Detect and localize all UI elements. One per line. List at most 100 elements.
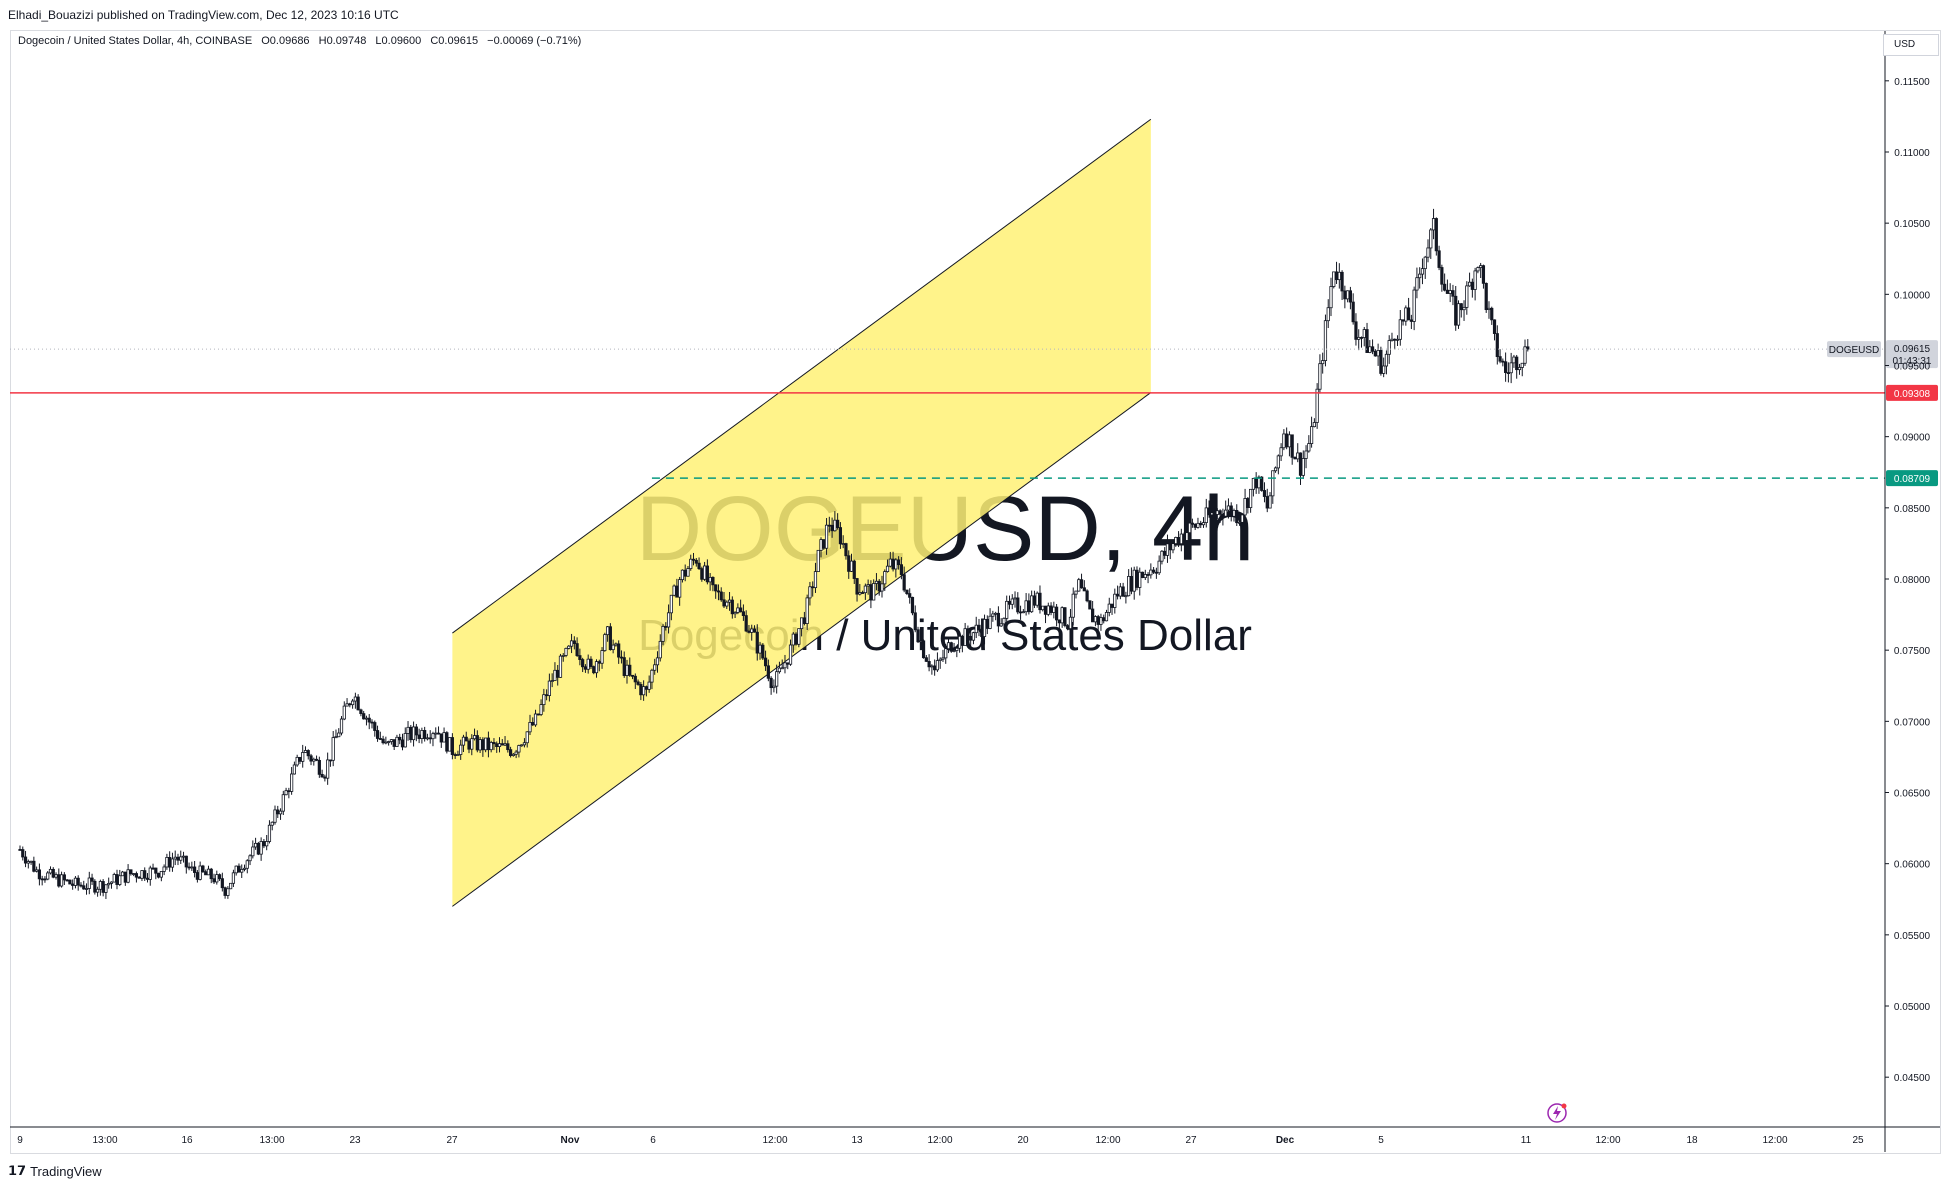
candle-body[interactable] xyxy=(944,648,948,659)
candle-body[interactable] xyxy=(389,739,394,742)
candle-body[interactable] xyxy=(1077,579,1081,592)
candle-body[interactable] xyxy=(1312,422,1316,428)
candle-body[interactable] xyxy=(495,743,499,747)
candle-body[interactable] xyxy=(1249,488,1253,509)
candle-body[interactable] xyxy=(1163,550,1167,556)
candle-body[interactable] xyxy=(1268,495,1272,509)
candle-body[interactable] xyxy=(988,615,992,629)
candle-body[interactable] xyxy=(231,872,236,884)
candle-body[interactable] xyxy=(741,611,746,616)
candle-body[interactable] xyxy=(467,740,471,750)
candle-body[interactable] xyxy=(129,869,133,875)
candle-body[interactable] xyxy=(1138,571,1142,588)
candle-body[interactable] xyxy=(1190,522,1195,525)
candle-body[interactable] xyxy=(980,628,984,637)
candle-body[interactable] xyxy=(273,809,277,823)
candle-body[interactable] xyxy=(1246,498,1250,509)
candle-body[interactable] xyxy=(123,871,127,883)
candle-body[interactable] xyxy=(1504,361,1508,373)
candle-body[interactable] xyxy=(1492,319,1497,334)
candle-body[interactable] xyxy=(1290,434,1294,458)
candle-body[interactable] xyxy=(628,664,632,676)
candle-body[interactable] xyxy=(1168,543,1172,551)
candle-body[interactable] xyxy=(531,721,535,726)
candle-body[interactable] xyxy=(994,612,998,615)
candle-body[interactable] xyxy=(414,726,418,736)
candle-body[interactable] xyxy=(226,888,230,896)
candle-body[interactable] xyxy=(93,880,97,893)
candle-body[interactable] xyxy=(736,607,740,613)
candle-body[interactable] xyxy=(1307,443,1311,452)
candle-body[interactable] xyxy=(1113,593,1117,608)
candle-body[interactable] xyxy=(1212,512,1217,515)
candle-body[interactable] xyxy=(98,881,102,890)
candle-body[interactable] xyxy=(1071,593,1075,618)
candle-body[interactable] xyxy=(431,733,435,740)
candle-body[interactable] xyxy=(1368,346,1372,353)
candle-body[interactable] xyxy=(952,650,956,652)
candle-body[interactable] xyxy=(1235,510,1239,524)
candle-body[interactable] xyxy=(434,732,438,735)
candle-body[interactable] xyxy=(1013,597,1017,600)
candle-body[interactable] xyxy=(550,680,554,682)
candle-body[interactable] xyxy=(1517,367,1522,371)
candle-body[interactable] xyxy=(1398,319,1402,340)
candle-body[interactable] xyxy=(860,592,865,594)
candle-body[interactable] xyxy=(714,584,718,592)
candle-body[interactable] xyxy=(1204,507,1208,523)
candle-body[interactable] xyxy=(1007,600,1012,605)
candle-body[interactable] xyxy=(991,613,995,617)
candle-body[interactable] xyxy=(1182,533,1186,541)
candle-body[interactable] xyxy=(1215,510,1219,515)
candle-body[interactable] xyxy=(1448,290,1452,294)
candle-body[interactable] xyxy=(985,618,989,629)
candle-body[interactable] xyxy=(666,612,671,628)
candle-body[interactable] xyxy=(359,709,363,714)
candle-body[interactable] xyxy=(763,657,768,667)
candle-body[interactable] xyxy=(924,657,928,662)
symbol-legend[interactable]: Dogecoin / United States Dollar, 4h, COI… xyxy=(18,35,581,47)
candle-body[interactable] xyxy=(253,842,258,848)
candle-body[interactable] xyxy=(345,703,349,707)
candle-body[interactable] xyxy=(237,865,241,873)
candle-body[interactable] xyxy=(1152,569,1156,573)
candle-body[interactable] xyxy=(780,667,784,670)
candle-body[interactable] xyxy=(301,752,305,762)
candle-body[interactable] xyxy=(1188,522,1192,534)
candle-body[interactable] xyxy=(217,874,222,880)
candle-body[interactable] xyxy=(411,726,416,741)
candle-body[interactable] xyxy=(1512,356,1516,364)
candle-body[interactable] xyxy=(908,593,912,598)
candle-body[interactable] xyxy=(800,617,804,630)
candle-body[interactable] xyxy=(1110,603,1114,608)
candle-body[interactable] xyxy=(872,583,876,601)
candle-body[interactable] xyxy=(611,644,615,651)
candle-body[interactable] xyxy=(938,658,942,661)
candle-body[interactable] xyxy=(1104,612,1109,622)
candle-body[interactable] xyxy=(464,736,468,742)
candle-body[interactable] xyxy=(1121,586,1125,597)
candle-body[interactable] xyxy=(387,741,391,743)
candle-body[interactable] xyxy=(727,599,732,603)
candle-body[interactable] xyxy=(362,713,366,720)
candle-body[interactable] xyxy=(1401,319,1405,322)
candle-body[interactable] xyxy=(506,743,510,751)
candle-body[interactable] xyxy=(87,877,91,889)
candle-body[interactable] xyxy=(575,643,579,656)
candle-body[interactable] xyxy=(190,866,194,869)
candle-body[interactable] xyxy=(1124,595,1128,598)
candle-body[interactable] xyxy=(722,599,726,607)
candle-body[interactable] xyxy=(1226,505,1231,511)
candle-body[interactable] xyxy=(1315,388,1319,423)
candle-body[interactable] xyxy=(522,742,527,746)
candle-body[interactable] xyxy=(969,635,973,641)
candle-body[interactable] xyxy=(1526,346,1530,350)
channel-fill[interactable] xyxy=(452,119,1151,907)
candle-body[interactable] xyxy=(1407,307,1411,321)
candle-body[interactable] xyxy=(1470,281,1474,290)
candle-body[interactable] xyxy=(1129,576,1134,592)
candle-body[interactable] xyxy=(1196,522,1200,528)
candle-body[interactable] xyxy=(503,743,507,746)
candle-body[interactable] xyxy=(1060,607,1064,624)
candle-body[interactable] xyxy=(403,733,407,748)
